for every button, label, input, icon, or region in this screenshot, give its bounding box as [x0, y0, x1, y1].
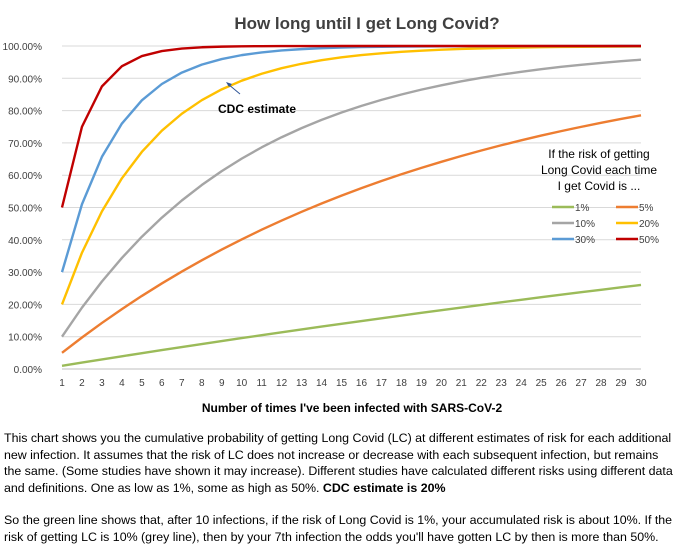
x-tick-label: 12: [276, 378, 288, 389]
x-tick-label: 17: [376, 378, 388, 389]
y-tick-label: 40.00%: [8, 236, 42, 247]
legend: If the risk of getting Long Covid each t…: [541, 147, 659, 246]
y-tick-label: 90.00%: [8, 74, 42, 85]
gridlines: [62, 45, 641, 370]
x-tick-label: 26: [556, 378, 568, 389]
y-tick-label: 60.00%: [8, 171, 42, 182]
y-tick-label: 20.00%: [8, 300, 42, 311]
x-tick-label: 11: [256, 378, 267, 389]
x-tick-label: 28: [596, 378, 608, 389]
x-tick-label: 13: [296, 378, 308, 389]
x-tick-label: 19: [416, 378, 428, 389]
x-tick-label: 20: [436, 378, 448, 389]
legend-title-line-3: I get Covid is ...: [558, 179, 641, 193]
x-tick-label: 14: [316, 378, 328, 389]
x-tick-label: 23: [496, 378, 508, 389]
x-tick-label: 15: [336, 378, 348, 389]
y-tick-label: 30.00%: [8, 268, 42, 279]
x-tick-label: 1: [59, 378, 65, 389]
chart-canvas: How long until I get Long Covid? 0.00%10…: [3, 14, 660, 415]
x-tick-label: 27: [576, 378, 588, 389]
x-tick-label: 3: [99, 378, 105, 389]
legend-label: 1%: [575, 203, 590, 214]
x-tick-label: 8: [199, 378, 205, 389]
legend-label: 30%: [575, 235, 595, 246]
y-tick-label: 50.00%: [8, 204, 42, 215]
series-line-50pct: [60, 44, 641, 208]
x-tick-label: 7: [179, 378, 185, 389]
x-tick-label: 6: [159, 378, 165, 389]
x-axis-label: Number of times I've been infected with …: [202, 401, 503, 415]
x-tick-label: 25: [536, 378, 548, 389]
x-tick-label: 21: [456, 378, 468, 389]
x-tick-label: 18: [396, 378, 408, 389]
x-tick-label: 10: [236, 378, 248, 389]
annotation-text: CDC estimate: [218, 102, 296, 116]
y-axis: 0.00% 10.00% 20.00% 30.00% 40.00% 50.00% 60.00…: [3, 42, 43, 376]
caption-paragraph-1: This chart shows you the cumulative prob…: [4, 430, 676, 496]
x-tick-label: 9: [219, 378, 225, 389]
annotation-arrowhead: [226, 82, 232, 87]
legend-label: 20%: [639, 219, 659, 230]
x-tick-label: 24: [516, 378, 528, 389]
caption-cdc-bold: CDC estimate is 20%: [322, 480, 446, 495]
x-tick-label: 22: [476, 378, 488, 389]
x-tick-label: 4: [119, 378, 125, 389]
series-line-1pct: [61, 283, 642, 367]
series-line-5pct: [61, 114, 642, 354]
x-tick-label: 29: [615, 378, 627, 389]
x-tick-label: 2: [79, 378, 85, 389]
y-tick-label: 70.00%: [8, 139, 42, 150]
x-tick-label: 16: [356, 378, 368, 389]
legend-label: 50%: [639, 235, 659, 246]
x-tick-label: 30: [635, 378, 647, 389]
caption-paragraph-2: So the green line shows that, after 10 i…: [4, 512, 676, 545]
caption-text-1: This chart shows you the cumulative prob…: [4, 431, 673, 495]
legend-title-line-2: Long Covid each time: [541, 163, 657, 177]
series-lines: [60, 44, 642, 367]
y-tick-label: 80.00%: [8, 107, 42, 118]
series-line-10pct: [61, 58, 642, 338]
y-tick-label: 0.00%: [14, 365, 42, 376]
line-chart: How long until I get Long Covid? 0.00% 10…: [3, 14, 660, 415]
legend-label: 10%: [575, 219, 595, 230]
legend-label: 5%: [639, 203, 654, 214]
chart-title: How long until I get Long Covid?: [234, 14, 499, 33]
x-tick-label: 5: [139, 378, 145, 389]
x-axis: 1 2 3 4 5 6 7 8 9 10 11 12 13 14 15 16 17 18 19 20 21 22 23 24 2…: [59, 378, 647, 389]
y-tick-label: 100.00%: [3, 42, 43, 53]
legend-title-line-1: If the risk of getting: [548, 147, 649, 161]
cdc-annotation: CDC estimate: [218, 82, 296, 116]
y-tick-label: 10.00%: [8, 333, 42, 344]
caption-text-2: So the green line shows that, after 10 i…: [4, 513, 673, 544]
legend-items: 1% 5% 10% 20% 30% 50%: [552, 203, 659, 246]
